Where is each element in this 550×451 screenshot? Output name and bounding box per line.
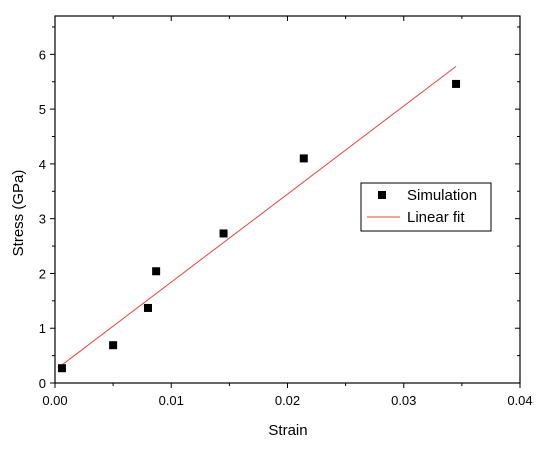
x-tick-label: 0.04: [507, 393, 532, 408]
x-tick-label: 0.01: [159, 393, 184, 408]
y-tick-label: 4: [39, 157, 46, 172]
simulation-point: [452, 79, 461, 88]
plot-series: [57, 65, 461, 373]
simulation-point: [219, 229, 228, 238]
linear-fit-line: [61, 65, 457, 366]
y-tick-label: 6: [39, 47, 46, 62]
simulation-point: [109, 341, 118, 350]
simulation-point: [299, 154, 308, 163]
legend-label-simulation: Simulation: [407, 187, 477, 204]
y-tick-label: 2: [39, 266, 46, 281]
legend-marker-simulation: [378, 191, 386, 199]
simulation-point: [152, 267, 161, 276]
ticks: 0.00 0.01 0.02 0.03 0.04 0 1 2 3 4 5 6: [39, 16, 533, 408]
simulation-point: [144, 303, 152, 312]
y-axis-label: Stress (GPa): [10, 170, 27, 257]
legend-label-linear-fit: Linear fit: [407, 209, 465, 226]
x-axis-label: Strain: [268, 422, 307, 439]
y-tick-label: 3: [39, 212, 46, 227]
x-tick-label: 0.03: [391, 393, 416, 408]
x-tick-label: 0.02: [275, 393, 300, 408]
y-tick-label: 0: [39, 376, 46, 391]
y-tick-label: 5: [39, 102, 46, 117]
simulation-point: [57, 364, 66, 373]
x-tick-label: 0.00: [42, 393, 67, 408]
y-tick-label: 1: [39, 321, 46, 336]
legend: Simulation Linear fit: [360, 182, 492, 232]
